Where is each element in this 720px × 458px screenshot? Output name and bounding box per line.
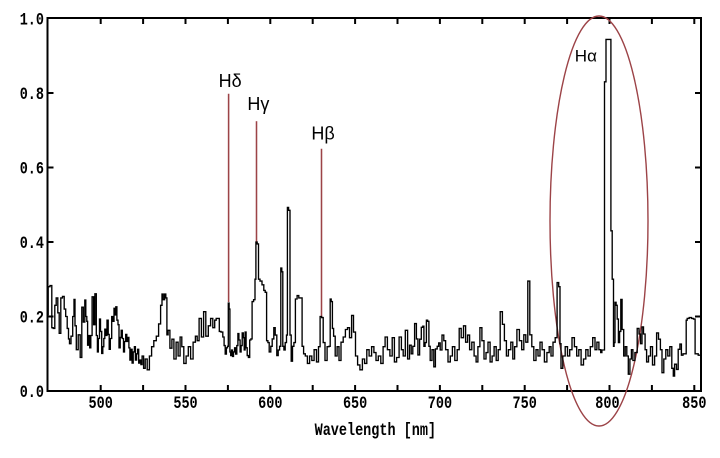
svg-text:0.4: 0.4 [20,233,44,253]
svg-text:Hβ: Hβ [311,124,334,144]
svg-text:1.0: 1.0 [20,10,44,30]
svg-text:Hγ: Hγ [247,94,269,114]
svg-text:Wavelength [nm]: Wavelength [nm] [315,420,436,440]
svg-text:0.6: 0.6 [20,159,44,179]
svg-text:700: 700 [428,393,452,413]
svg-text:850: 850 [682,393,706,413]
svg-text:500: 500 [89,393,113,413]
svg-text:Hδ: Hδ [219,71,242,91]
svg-text:600: 600 [258,393,282,413]
svg-text:0.2: 0.2 [20,308,44,328]
svg-text:550: 550 [173,393,197,413]
svg-text:650: 650 [343,393,367,413]
svg-text:800: 800 [595,393,619,413]
svg-text:0.8: 0.8 [20,84,44,104]
svg-text:0.0: 0.0 [20,382,44,402]
svg-text:Hα: Hα [575,46,597,65]
svg-text:750: 750 [513,393,537,413]
